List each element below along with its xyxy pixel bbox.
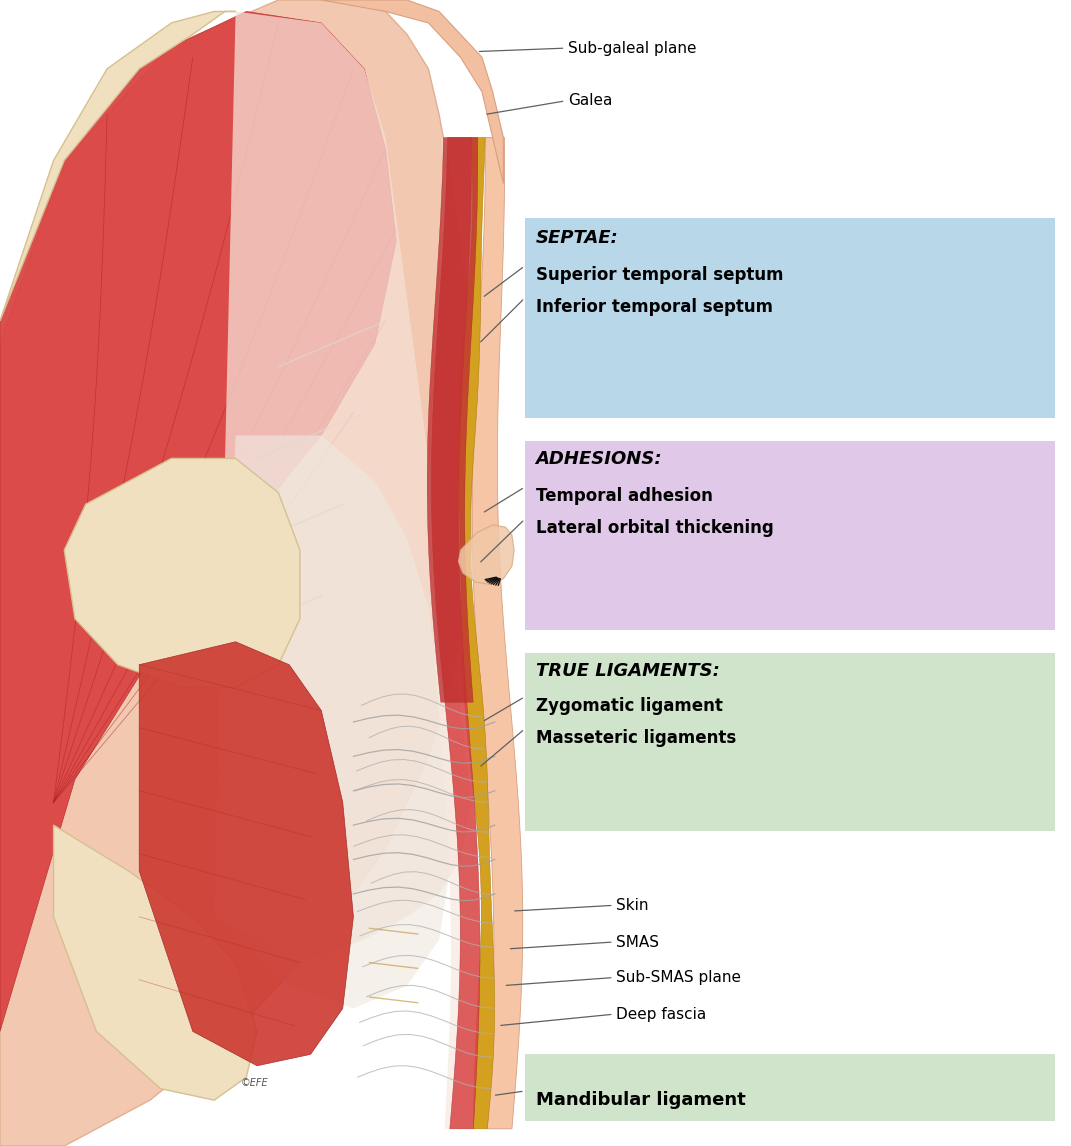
FancyBboxPatch shape (525, 653, 1055, 831)
Polygon shape (321, 0, 503, 183)
Polygon shape (0, 11, 236, 321)
Text: Superior temporal septum: Superior temporal septum (536, 266, 783, 284)
Polygon shape (472, 138, 523, 1129)
Text: Inferior temporal septum: Inferior temporal septum (536, 298, 772, 316)
FancyBboxPatch shape (525, 1054, 1055, 1121)
Text: ADHESIONS:: ADHESIONS: (536, 450, 662, 469)
Text: Sub-SMAS plane: Sub-SMAS plane (616, 970, 741, 986)
Text: TRUE LIGAMENTS:: TRUE LIGAMENTS: (536, 662, 720, 681)
Polygon shape (0, 0, 482, 1146)
Polygon shape (429, 138, 461, 1129)
Polygon shape (458, 525, 514, 584)
Polygon shape (214, 11, 471, 963)
Text: Galea: Galea (568, 93, 612, 109)
Text: Skin: Skin (616, 897, 648, 913)
Text: Sub-galeal plane: Sub-galeal plane (568, 40, 696, 56)
Polygon shape (139, 642, 353, 1066)
Text: SMAS: SMAS (616, 934, 659, 950)
Text: SEPTAE:: SEPTAE: (536, 229, 618, 248)
Polygon shape (458, 138, 495, 1129)
Text: Deep fascia: Deep fascia (616, 1006, 706, 1022)
FancyBboxPatch shape (525, 441, 1055, 630)
Text: Lateral orbital thickening: Lateral orbital thickening (536, 519, 773, 537)
Polygon shape (427, 138, 478, 702)
Text: Mandibular ligament: Mandibular ligament (536, 1091, 745, 1109)
Polygon shape (214, 435, 450, 1008)
Text: Masseteric ligaments: Masseteric ligaments (536, 729, 736, 747)
FancyBboxPatch shape (525, 218, 1055, 418)
Polygon shape (432, 138, 480, 1129)
Text: ©EFE: ©EFE (241, 1078, 269, 1089)
Polygon shape (54, 825, 257, 1100)
Text: Temporal adhesion: Temporal adhesion (536, 487, 712, 505)
Polygon shape (0, 11, 396, 1031)
Text: Zygomatic ligament: Zygomatic ligament (536, 697, 722, 715)
Polygon shape (64, 458, 300, 688)
